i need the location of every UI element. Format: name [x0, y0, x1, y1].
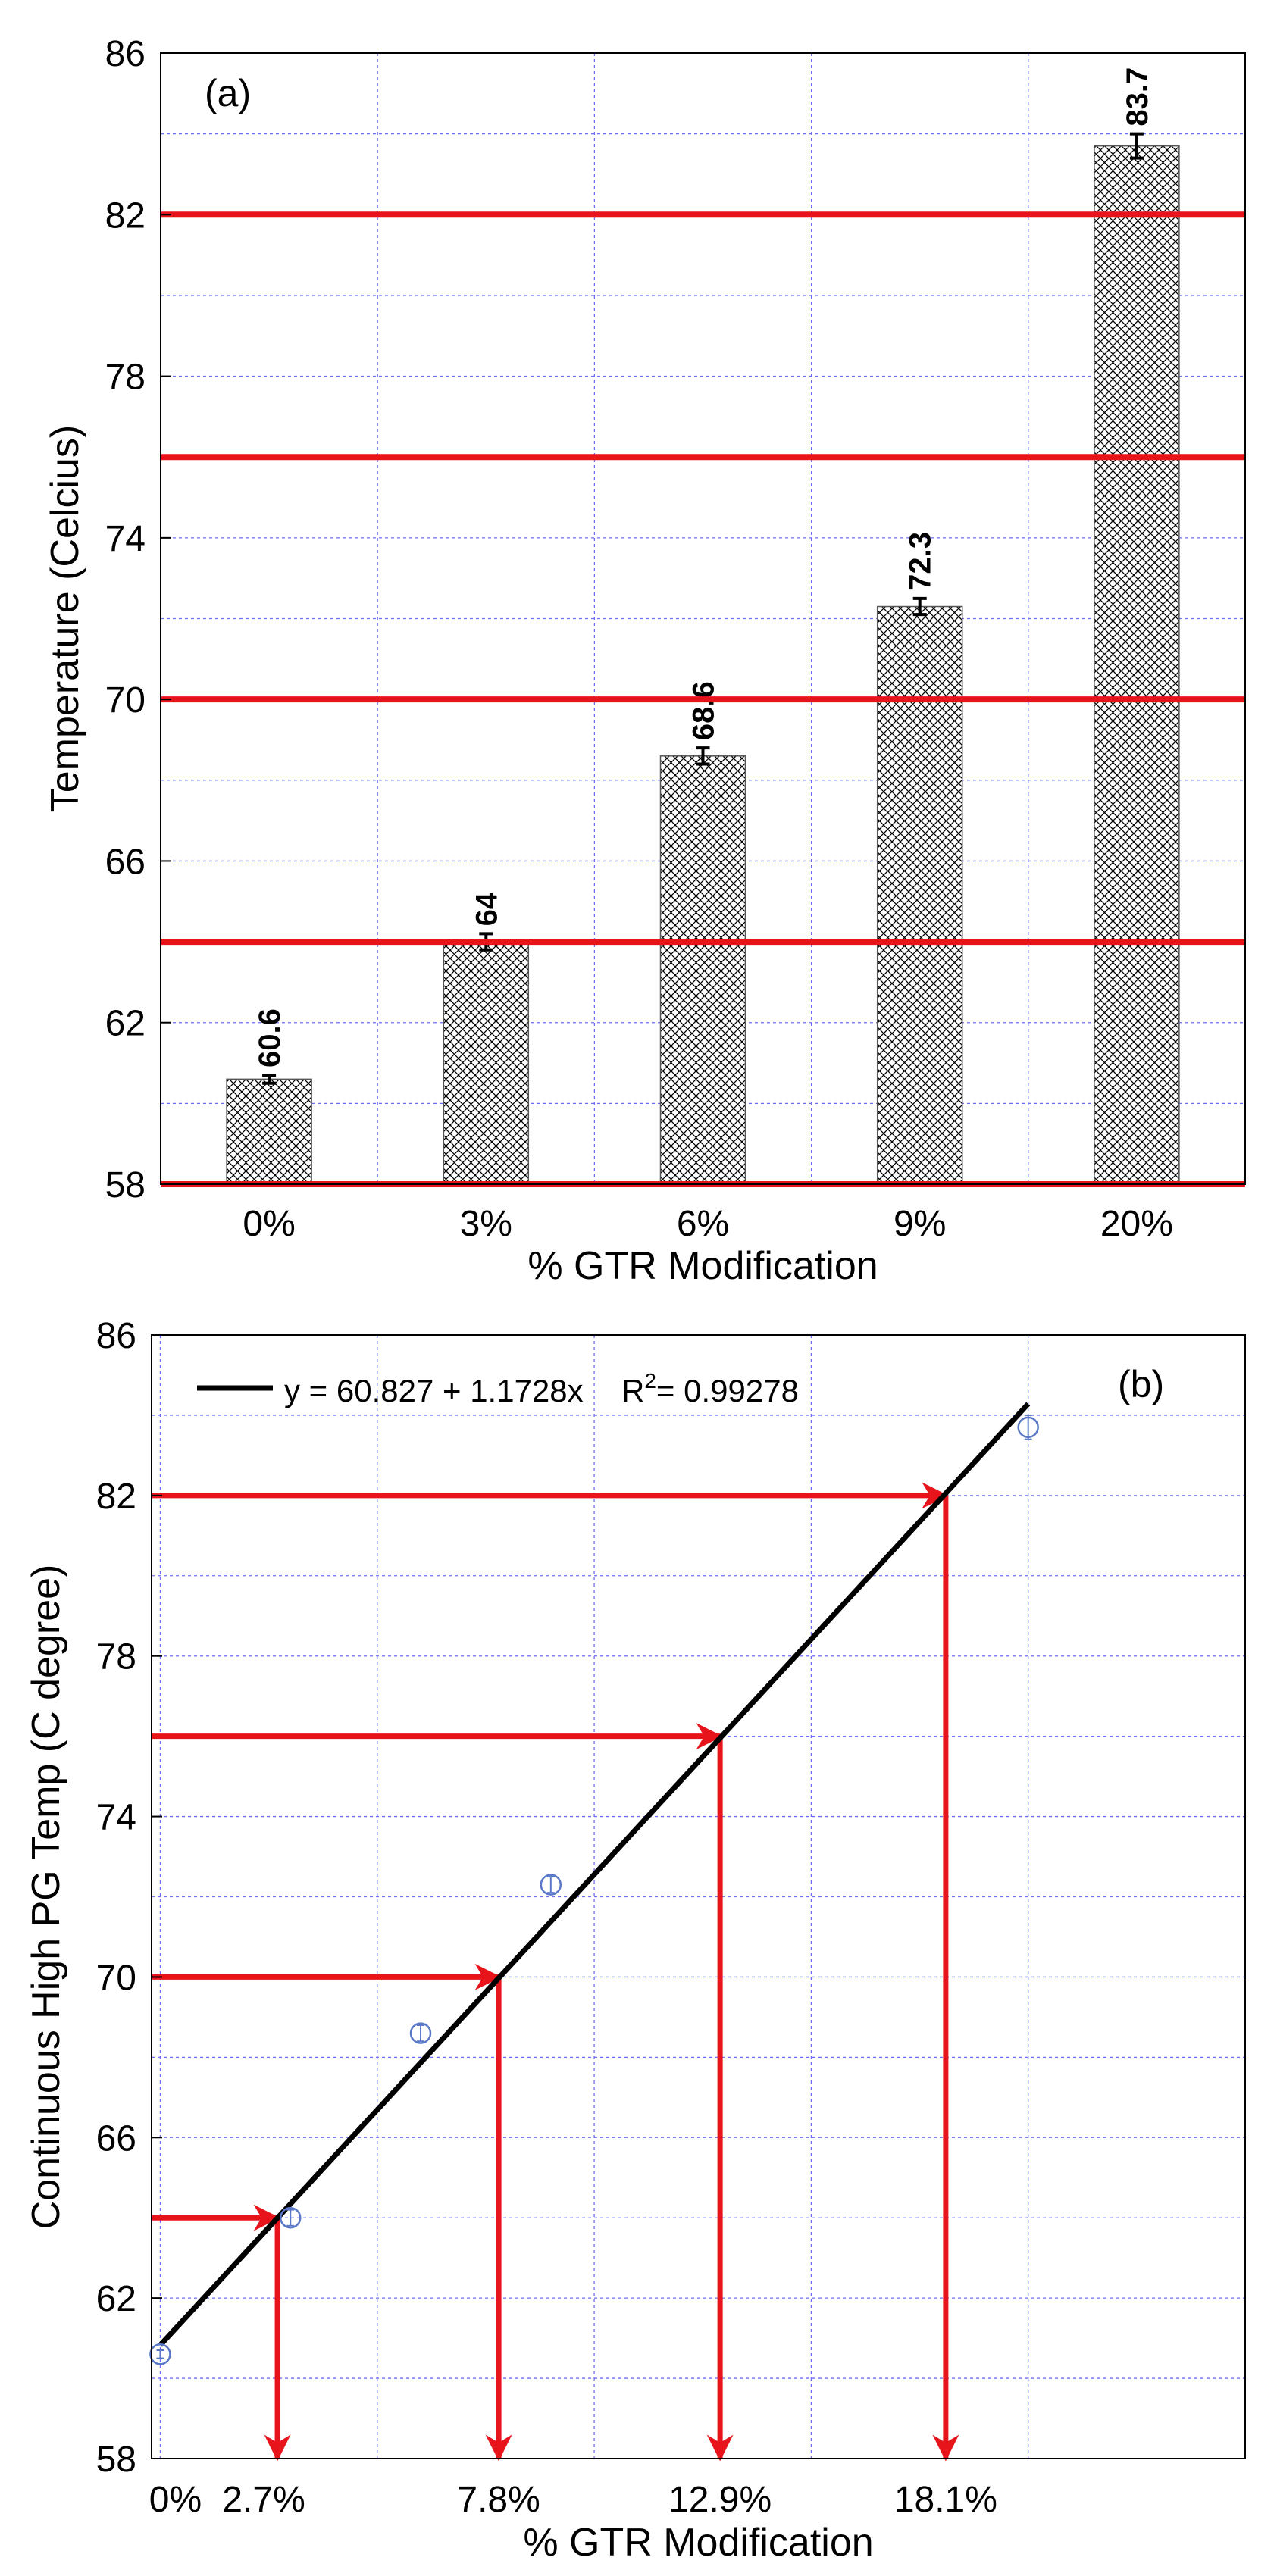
y-tick-label: 66: [105, 842, 146, 882]
y-tick-label: 58: [96, 2440, 136, 2480]
y-tick-label: 86: [105, 34, 146, 74]
x-tick-label: 2.7%: [222, 2480, 305, 2520]
bar-value-label: 64: [470, 892, 503, 926]
panel-a-label: (a): [205, 72, 251, 114]
panel-b-x-ticks: 0% 2.7% 7.8% 12.9% 18.1%: [149, 2480, 997, 2520]
x-tick-label: 20%: [1100, 1204, 1173, 1244]
x-tick-label: 6%: [677, 1204, 729, 1244]
panel-a-x-axis-title: % GTR Modification: [527, 1244, 878, 1288]
bar: [876, 605, 963, 1185]
panel-a-x-ticks: 0% 3% 6% 9% 20%: [243, 1204, 1173, 1244]
data-point: [279, 2206, 302, 2229]
y-tick-label: 58: [105, 1165, 146, 1205]
y-tick-label: 70: [96, 1958, 136, 1998]
bar: [1094, 145, 1180, 1185]
y-tick-label: 82: [96, 1477, 136, 1517]
legend: y = 60.827 + 1.1728x R2= 0.99278: [197, 1369, 799, 1408]
panel-b-regression-chart: 58 62 66 70 74 78 82 86 0% 2.7% 7.8% 12.9% 18.1% y …: [24, 1316, 1246, 2565]
r2-superscript: 2: [644, 1369, 656, 1393]
panel-b-x-axis-title: % GTR Modification: [523, 2521, 873, 2565]
bar-value-label: 83.7: [1121, 67, 1154, 127]
x-tick-label: 7.8%: [457, 2480, 540, 2520]
panel-b-arrows: [152, 1482, 959, 2462]
panel-b-gridlines: [152, 1335, 1245, 2459]
x-tick-label: 9%: [894, 1204, 946, 1244]
panel-a-frame: [160, 52, 1246, 1185]
x-tick-label: 0%: [243, 1204, 295, 1244]
panel-b-label: (b): [1118, 1363, 1164, 1405]
y-tick-label: 62: [105, 1004, 146, 1044]
panel-b-y-ticks: 58 62 66 70 74 78 82 86: [96, 1316, 162, 2480]
bar-value-label: 60.6: [253, 1008, 286, 1068]
fit-line: [158, 1402, 1031, 2347]
x-tick-label: 12.9%: [668, 2480, 772, 2520]
y-tick-label: 74: [105, 519, 146, 559]
panel-a-bars: 60.6 64 68.6 72.3 83.7: [226, 67, 1180, 1185]
bar-value-label: 68.6: [687, 681, 721, 740]
panel-b-y-axis-title: Continuous High PG Temp (C degree): [24, 1565, 68, 2230]
x-tick-label: 18.1%: [894, 2480, 997, 2520]
r2-value: = 0.99278: [656, 1373, 799, 1408]
legend-equation: y = 60.827 + 1.1728x: [284, 1373, 584, 1408]
panel-a-y-axis-title: Temperature (Celcius): [43, 425, 87, 813]
r2-prefix: R: [621, 1373, 644, 1408]
legend-r-squared: R2= 0.99278: [621, 1369, 799, 1408]
data-point: [409, 2022, 432, 2044]
bar: [443, 941, 530, 1185]
y-tick-label: 74: [96, 1798, 136, 1838]
y-tick-label: 86: [96, 1316, 136, 1356]
y-tick-label: 78: [96, 1637, 136, 1677]
panel-a-bar-chart: 60.6 64 68.6 72.3 83.7 58 62 66 70 74 78 82 86 0% 3%…: [43, 34, 1246, 1288]
y-tick-label: 78: [105, 358, 146, 398]
data-point: [540, 1874, 562, 1896]
bar: [659, 755, 746, 1185]
panel-b-frame: [151, 1334, 1246, 2459]
data-point: [149, 2343, 171, 2365]
y-tick-label: 62: [96, 2279, 136, 2319]
y-tick-label: 82: [105, 195, 146, 236]
x-tick-label: 3%: [460, 1204, 512, 1244]
bar-value-label: 72.3: [904, 532, 937, 591]
panel-b-data-points: [149, 1414, 1039, 2365]
panel-a-y-ticks: 58 62 66 70 74 78 82 86: [105, 34, 171, 1205]
y-tick-label: 66: [96, 2118, 136, 2159]
y-tick-label: 70: [105, 680, 146, 721]
bar: [226, 1078, 312, 1185]
x-tick-label: 0%: [149, 2480, 202, 2520]
